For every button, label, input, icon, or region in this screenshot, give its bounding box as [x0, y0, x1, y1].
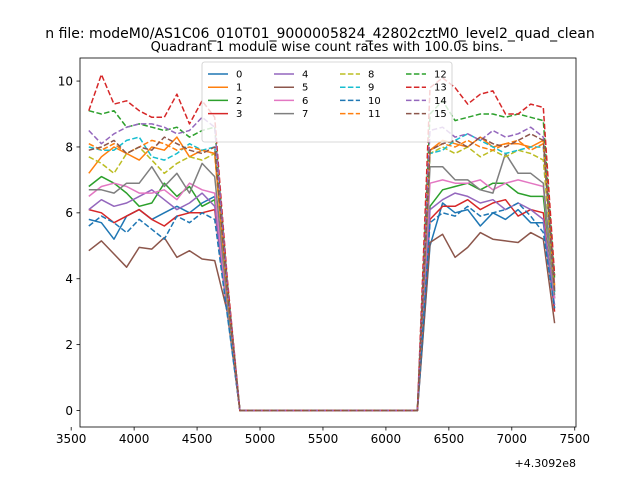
legend-label-10: 10	[368, 96, 381, 107]
plot-area	[79, 57, 577, 428]
y-tick-label-6: 6	[65, 206, 73, 220]
legend-label-2: 2	[236, 96, 242, 107]
legend-label-4: 4	[302, 70, 308, 81]
plot-frame	[79, 57, 577, 428]
x-axis: 3500 4000 4500 5000 5500 6000 6500 7000 7500	[56, 427, 590, 446]
legend-label-11: 11	[368, 109, 381, 120]
series-line-9	[88, 133, 556, 412]
x-tick-label-6500: 6500	[434, 432, 465, 446]
x-tick-label-4500: 4500	[182, 432, 213, 446]
legend-label-5: 5	[302, 83, 308, 94]
series-line-14	[88, 116, 556, 412]
legend-label-3: 3	[236, 109, 242, 120]
legend-label-7: 7	[302, 109, 308, 120]
y-tick-label-8: 8	[65, 140, 73, 154]
x-tick-label-4000: 4000	[119, 432, 150, 446]
legend-label-6: 6	[302, 96, 308, 107]
legend-label-1: 1	[236, 83, 242, 94]
series-line-3	[88, 198, 556, 412]
legend-label-12: 12	[434, 70, 447, 81]
y-tick-label-2: 2	[65, 338, 73, 352]
x-tick-label-5000: 5000	[245, 432, 276, 446]
series-line-8	[88, 146, 556, 412]
series-line-2	[88, 175, 556, 412]
chart-title: Quadrant 1 module wise count rates with …	[151, 40, 504, 55]
legend-label-0: 0	[236, 70, 242, 81]
x-tick-label-7000: 7000	[497, 432, 528, 446]
x-tick-label-6000: 6000	[371, 432, 402, 446]
x-tick-label-7500: 7500	[559, 432, 590, 446]
series-line-0	[88, 195, 556, 412]
legend-label-15: 15	[434, 109, 447, 120]
y-tick-label-0: 0	[65, 404, 73, 418]
legend-label-14: 14	[434, 96, 447, 107]
y-axis: 0 2 4 6 8 10	[58, 74, 80, 418]
y-tick-label-4: 4	[65, 272, 73, 286]
series-line-11	[88, 139, 556, 412]
legend-label-9: 9	[368, 83, 374, 94]
x-offset-label: +4.3092e8	[515, 457, 576, 470]
legend-label-13: 13	[434, 83, 447, 94]
y-tick-label-10: 10	[58, 74, 73, 88]
x-tick-label-5500: 5500	[308, 432, 339, 446]
legend-label-8: 8	[368, 70, 374, 81]
x-tick-label-3500: 3500	[56, 432, 87, 446]
series-line-15	[88, 133, 556, 412]
series-line-12	[88, 100, 556, 412]
figure-suptitle: n file: modeM0/AS1C06_010T01_9000005824_…	[45, 26, 594, 42]
legend-box	[201, 61, 453, 143]
series-line-5	[88, 231, 556, 412]
